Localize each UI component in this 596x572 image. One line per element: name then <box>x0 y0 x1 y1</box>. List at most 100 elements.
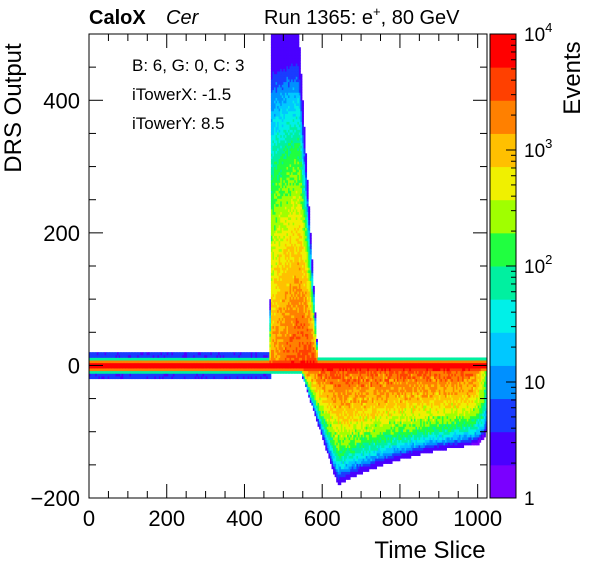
heatmap-cell <box>280 44 283 48</box>
heatmap-cell <box>267 354 270 358</box>
heatmap-cell <box>311 309 314 313</box>
heatmap-cell <box>286 71 289 75</box>
heatmap-cell <box>194 370 197 374</box>
heatmap-cell <box>278 283 281 287</box>
heatmap-cell <box>129 362 132 366</box>
heatmap-cell <box>261 362 264 366</box>
heatmap-cell <box>280 113 283 117</box>
heatmap-cell <box>322 421 325 425</box>
heatmap-cell <box>306 190 309 194</box>
heatmap-cell <box>286 277 289 281</box>
heatmap-cell <box>334 362 337 366</box>
heatmap-cell <box>143 362 146 366</box>
heatmap-cell <box>272 108 275 112</box>
heatmap-cell <box>305 251 308 255</box>
heatmap-cell <box>337 360 340 364</box>
heatmap-cell <box>336 444 339 449</box>
heatmap-cell <box>308 360 311 364</box>
heatmap-cell <box>288 155 290 160</box>
heatmap-cell <box>278 163 281 167</box>
heatmap-cell <box>312 338 315 342</box>
heatmap-cell <box>329 397 332 401</box>
heatmap-cell <box>331 402 334 406</box>
heatmap-cell <box>274 179 276 183</box>
heatmap-cell <box>132 368 135 372</box>
heatmap-cell <box>281 333 284 337</box>
heatmap-cell <box>326 429 329 433</box>
heatmap-cell <box>301 163 304 167</box>
heatmap-cell <box>272 256 275 260</box>
heatmap-cell <box>340 444 343 449</box>
heatmap-cell <box>92 370 95 374</box>
heatmap-cell <box>224 357 227 361</box>
heatmap-cell <box>280 121 283 125</box>
heatmap-cell <box>309 293 312 297</box>
heatmap-cell <box>334 405 337 409</box>
heatmap-cell <box>292 238 295 242</box>
heatmap-cell <box>278 36 281 40</box>
heatmap-cell <box>306 222 309 226</box>
heatmap-cell <box>291 150 294 154</box>
heatmap-cell <box>328 397 331 401</box>
heatmap-cell <box>277 73 280 77</box>
heatmap-cell <box>280 60 283 64</box>
heatmap-cell <box>272 132 275 136</box>
heatmap-cell <box>143 360 146 364</box>
heatmap-cell <box>292 267 295 271</box>
heatmap-cell <box>329 381 332 385</box>
heatmap-cell <box>148 373 151 377</box>
heatmap-cell <box>291 211 294 215</box>
heatmap-cell <box>288 161 290 165</box>
heatmap-cell <box>260 360 262 364</box>
heatmap-cell <box>306 254 309 258</box>
heatmap-cell <box>292 230 295 234</box>
heatmap-cell <box>297 145 300 149</box>
heatmap-cell <box>275 285 278 289</box>
heatmap-cell <box>312 365 315 369</box>
heatmap-cell <box>297 354 300 358</box>
heatmap-cell <box>295 34 298 38</box>
heatmap-cell <box>272 76 275 80</box>
heatmap-cell <box>205 368 208 372</box>
heatmap-cell <box>286 129 289 133</box>
heatmap-cell <box>179 368 182 372</box>
heatmap-cell <box>294 275 297 279</box>
heatmap-cell <box>274 338 276 342</box>
heatmap-cell <box>272 116 275 120</box>
heatmap-cell <box>283 150 286 154</box>
heatmap-cell <box>291 113 294 117</box>
heatmap-cell <box>322 434 325 438</box>
heatmap-cell <box>309 357 312 361</box>
heatmap-cell <box>289 333 292 337</box>
heatmap-cell <box>149 368 152 372</box>
heatmap-cell <box>297 73 300 77</box>
heatmap-cell <box>121 365 124 369</box>
heatmap-cell <box>274 272 276 276</box>
heatmap-cell <box>143 357 146 361</box>
heatmap-cell <box>140 352 143 356</box>
heatmap-cell <box>207 370 210 374</box>
heatmap-cell <box>270 224 273 228</box>
heatmap-cell <box>303 238 306 242</box>
heatmap-cell <box>317 381 320 385</box>
heatmap-cell <box>288 277 290 281</box>
heatmap-cell <box>319 381 322 385</box>
heatmap-cell <box>322 405 325 409</box>
heatmap-cell <box>306 344 309 348</box>
heatmap-cell <box>305 256 308 260</box>
heatmap-cell <box>306 291 309 295</box>
heatmap-cell <box>190 362 192 366</box>
heatmap-cell <box>266 365 269 369</box>
heatmap-cell <box>278 185 281 189</box>
heatmap-cell <box>210 354 213 358</box>
heatmap-cell <box>110 370 113 374</box>
heatmap-cell <box>270 320 273 324</box>
heatmap-cell <box>197 370 200 374</box>
heatmap-cell <box>288 307 290 311</box>
heatmap-cell <box>107 365 110 369</box>
heatmap-cell <box>309 301 312 305</box>
heatmap-cell <box>281 124 284 128</box>
heatmap-cell <box>336 442 339 446</box>
heatmap-cell <box>326 437 329 441</box>
heatmap-cell <box>253 370 256 374</box>
